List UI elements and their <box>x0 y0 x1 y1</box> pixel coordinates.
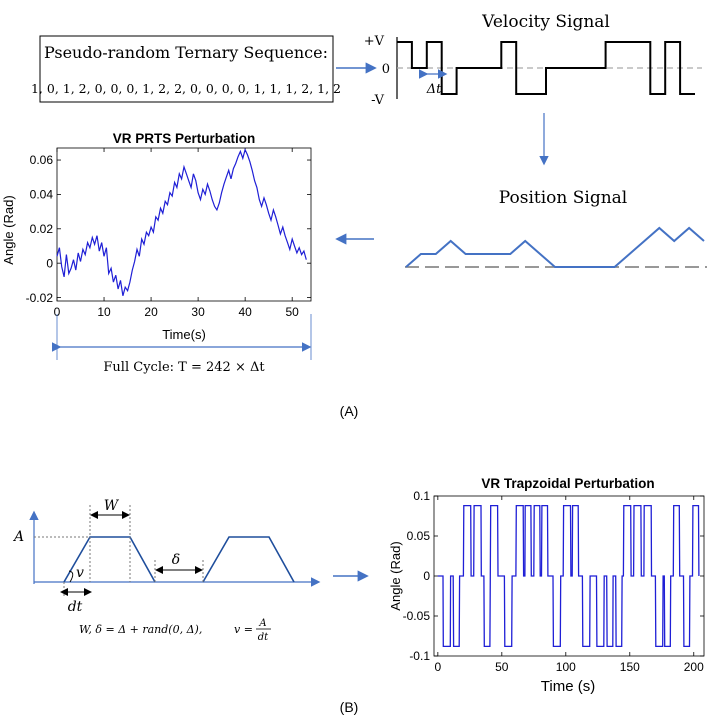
trap-chart-xlabel: Time (s) <box>541 678 595 695</box>
x-tick-label: 150 <box>620 660 640 674</box>
trapezoid-chart: VR Trapzoidal Perturbation Angle (Rad) T… <box>388 476 705 695</box>
y-tick-label: 0.04 <box>30 188 54 202</box>
x-tick-label: 20 <box>144 305 158 319</box>
position-waveform <box>405 226 705 268</box>
y-tick-label: 0.02 <box>30 222 54 236</box>
y-tick-label: 0 <box>423 569 430 583</box>
position-title: Position Signal <box>499 188 628 208</box>
trap-chart-ylabel: Angle (Rad) <box>388 541 403 610</box>
trap-formula-den: dt <box>258 632 269 643</box>
trap-formula-v: v = <box>234 623 253 636</box>
slope-angle-arc <box>68 570 74 583</box>
velocity-signal-diagram: Velocity Signal +V 0 -V Δt <box>364 12 702 108</box>
prts-sequence-box: Pseudo-random Ternary Sequence: 1, 0, 1,… <box>31 35 341 103</box>
trapezoid-1 <box>63 536 156 583</box>
prts-sequence: 1, 0, 1, 2, 0, 0, 0, 1, 2, 2, 0, 0, 0, 0… <box>31 81 341 96</box>
trap-label-v: v <box>76 565 84 581</box>
trapezoid-diagram: A W δ v dt W, δ = Δ + rand(0, Δ), v = A … <box>12 498 321 643</box>
y-tick-label: 0 <box>46 256 53 270</box>
trap-chart-series <box>437 504 700 648</box>
trap-label-dt: dt <box>68 599 83 615</box>
label-delta-t: Δt <box>426 82 442 97</box>
y-tick-label: 0.1 <box>413 489 430 503</box>
label-zero: 0 <box>382 62 390 77</box>
velocity-waveform <box>397 41 695 95</box>
prts-title: Pseudo-random Ternary Sequence: <box>44 43 328 62</box>
panel-b: A W δ v dt W, δ = Δ + rand(0, Δ), v = A … <box>12 476 705 715</box>
label-plus-v: +V <box>364 34 385 49</box>
x-tick-label: 50 <box>286 305 300 319</box>
x-tick-label: 50 <box>495 660 509 674</box>
y-tick-label: -0.05 <box>403 609 431 623</box>
plot-frame <box>56 147 312 302</box>
trap-chart-title: VR Trapzoidal Perturbation <box>481 476 654 491</box>
x-tick-label: 40 <box>238 305 252 319</box>
full-cycle-annotation: Full Cycle: T = 242 × Δt <box>51 314 312 375</box>
panel-b-label: (B) <box>340 699 359 715</box>
velocity-title: Velocity Signal <box>481 12 610 32</box>
x-tick-label: 30 <box>191 305 205 319</box>
prts-chart-series <box>56 147 307 296</box>
y-tick-label: -0.02 <box>26 291 54 305</box>
x-tick-label: 10 <box>97 305 111 319</box>
trap-label-W: W <box>104 498 120 514</box>
x-tick-label: 0 <box>54 305 61 319</box>
full-cycle-label: Full Cycle: T = 242 × Δt <box>103 360 265 375</box>
trapezoid-2 <box>202 536 295 583</box>
position-signal-diagram: Position Signal <box>405 188 707 268</box>
y-tick-label: 0.06 <box>30 153 54 167</box>
trap-formula-left: W, δ = Δ + rand(0, Δ), <box>79 623 202 636</box>
prts-series-line <box>56 147 307 296</box>
trap-formula-num: A <box>258 618 266 629</box>
panel-a: Pseudo-random Ternary Sequence: 1, 0, 1,… <box>1 12 707 419</box>
panel-a-label: (A) <box>340 403 359 419</box>
prts-chart-xlabel: Time(s) <box>162 327 206 342</box>
trap-series-line <box>437 504 700 648</box>
x-tick-label: 200 <box>684 660 704 674</box>
trap-label-A: A <box>12 529 24 545</box>
prts-chart-title: VR PRTS Perturbation <box>113 131 256 146</box>
x-tick-label: 100 <box>556 660 576 674</box>
trap-chart-axes: 0 50 100 150 200 -0.1 -0.05 0 0.05 0.1 <box>403 489 705 674</box>
label-minus-v: -V <box>371 93 384 108</box>
x-tick-label: 0 <box>434 660 441 674</box>
trap-label-delta: δ <box>172 552 180 568</box>
prts-chart-ylabel: Angle (Rad) <box>1 195 16 264</box>
y-tick-label: 0.05 <box>407 529 431 543</box>
y-tick-label: -0.1 <box>409 649 430 663</box>
prts-chart: VR PRTS Perturbation Angle (Rad) Time(s)… <box>1 131 312 342</box>
